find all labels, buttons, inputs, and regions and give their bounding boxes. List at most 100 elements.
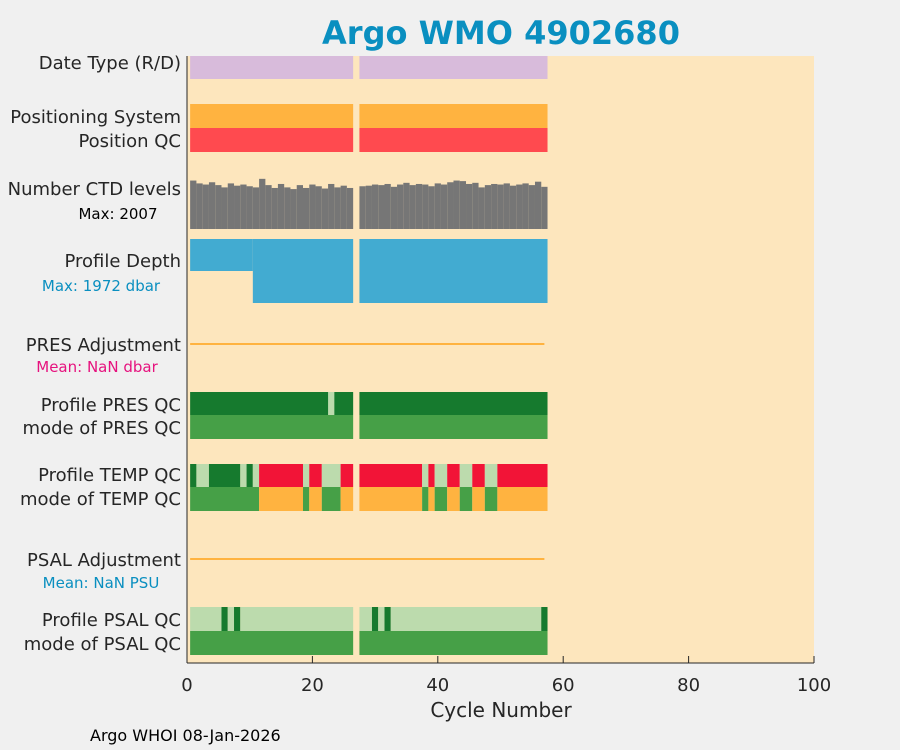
mode-temp-qc-segment-4 [321,487,341,511]
ctd-level-bar-18 [296,185,303,229]
ctd-level-bar-24 [334,187,341,229]
x-tick-label-4: 80 [677,675,700,696]
positioning-system-bar-b [359,104,548,128]
ctd-level-bar-5 [215,185,222,229]
x-tick-label-0: 0 [181,675,192,696]
chart-title: Argo WMO 4902680 [322,14,680,52]
ctd-level-bar-9 [240,184,247,229]
profile-depth-full-a [252,239,354,303]
ctd-level-bar-22 [321,188,329,229]
ctd-level-bar-37 [415,183,423,229]
ctd-level-bar-51 [503,183,510,229]
ctd-level-bar-16 [284,187,291,229]
ctd-level-bar-39 [428,186,435,229]
profile-psal-qc-segment-2 [227,607,235,631]
position-qc-bar-a [190,128,354,152]
mode-pres-qc-bar-a [190,415,354,439]
ctd-level-bar-47 [478,187,485,229]
ctd-level-bar-12 [259,178,266,229]
profile-psal-qc-segment-8 [384,607,391,631]
label-pres-adjustment: PRES Adjustment [26,335,181,356]
ctd-level-bar-52 [509,185,517,229]
ctd-level-bar-10 [246,186,253,229]
ctd-level-bar-21 [315,186,322,229]
ctd-level-bar-26 [346,187,354,229]
profile-temp-qc-segment-7 [302,464,310,487]
ctd-level-bar-50 [497,184,504,229]
mode-psal-qc-bar-b [359,631,548,655]
profile-psal-qc-segment-10 [541,607,548,631]
ctd-level-bar-34 [397,184,404,229]
profile-psal-qc-segment-1 [221,607,228,631]
ctd-level-bar-13 [265,185,272,229]
ctd-level-bar-44 [459,181,467,229]
label-psal-adjustment: PSAL Adjustment [27,550,181,571]
label-positioning-system: Positioning System [10,107,181,128]
x-tick-label-2: 40 [426,675,449,696]
x-tick-label-1: 20 [301,675,324,696]
ctd-level-bar-38 [422,184,429,229]
ctd-level-bar-45 [466,183,473,229]
ctd-max-annotation: Max: 2007 [78,205,157,223]
ctd-level-bar-53 [516,184,523,229]
date-type-bar-a [190,56,354,79]
ctd-level-bar-56 [534,181,542,229]
profile-temp-qc-segment-18 [484,464,498,487]
profile-temp-qc-segment-2 [208,464,241,487]
ctd-level-bar-1 [190,180,197,229]
ctd-level-bar-29 [365,185,372,229]
x-tick-label-3: 60 [552,675,575,696]
mode-psal-qc-bar-a [190,631,354,655]
date-type-bar-b [359,56,548,79]
footer-credit: Argo WHOI 08-Jan-2026 [90,726,281,745]
label-mode-temp-qc: mode of TEMP QC [20,489,181,510]
ctd-level-bar-2 [196,183,203,229]
ctd-level-bar-32 [384,183,391,229]
ctd-level-bar-19 [302,187,310,229]
profile-temp-qc-segment-11 [359,464,423,487]
ctd-level-bar-41 [440,184,448,229]
profile-temp-qc-segment-19 [497,464,548,487]
profile-pres-qc-bar-b [359,392,548,415]
ctd-level-bar-54 [522,183,529,229]
profile-temp-qc-segment-1 [196,464,209,487]
label-profile-psal-qc: Profile PSAL QC [42,610,181,631]
profile-depth-full-b [359,239,548,303]
label-mode-psal-qc: mode of PSAL QC [24,634,181,655]
ctd-level-bar-25 [340,185,347,229]
ctd-level-bar-55 [528,185,535,229]
mode-temp-qc-segment-5 [340,487,354,511]
profile-temp-qc-segment-16 [459,464,473,487]
label-ctd-levels: Number CTD levels [8,179,181,200]
mode-temp-qc-segment-7 [422,487,429,511]
mode-temp-qc-segment-14 [497,487,548,511]
pres-mean-annotation: Mean: NaN dbar [36,358,158,376]
label-profile-pres-qc: Profile PRES QC [41,395,181,416]
ctd-level-bar-57 [541,186,548,229]
label-mode-pres-qc: mode of PRES QC [23,418,181,439]
profile-temp-qc-segment-9 [321,464,341,487]
profile-temp-qc-segment-12 [422,464,429,487]
position-qc-bar-b [359,128,548,152]
psal-mean-annotation: Mean: NaN PSU [43,574,160,592]
ctd-level-bar-8 [234,185,241,229]
profile-psal-qc-segment-4 [240,607,354,631]
mode-temp-qc-segment-10 [447,487,460,511]
profile-temp-qc-segment-8 [309,464,322,487]
profile-temp-qc-segment-10 [340,464,354,487]
chart-marks [190,56,548,655]
profile-temp-qc-segment-15 [447,464,460,487]
ctd-level-bar-48 [484,185,492,229]
label-position-qc: Position QC [78,131,181,152]
profile-psal-qc-segment-5 [359,607,372,631]
profile-temp-qc-segment-4 [246,464,253,487]
mode-temp-qc-segment-3 [309,487,322,511]
ctd-level-bar-6 [221,187,228,229]
profile-temp-qc-segment-17 [472,464,485,487]
profile-psal-qc-segment-6 [371,607,379,631]
ctd-level-bar-42 [447,182,454,229]
mode-temp-qc-segment-13 [484,487,498,511]
profile-temp-qc-segment-14 [434,464,448,487]
ctd-level-bar-4 [208,182,216,229]
